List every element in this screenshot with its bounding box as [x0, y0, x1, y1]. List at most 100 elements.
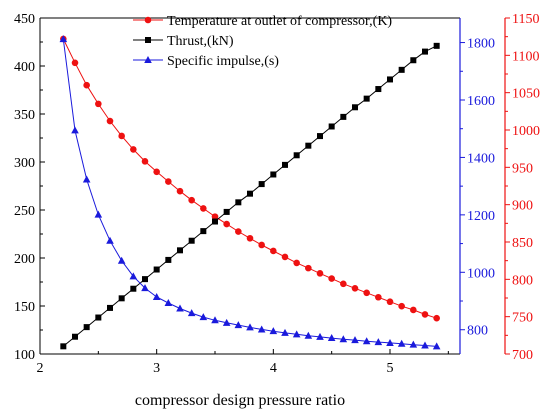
data-point — [153, 266, 160, 273]
data-point — [375, 293, 382, 301]
left-y-tick-label: 150 — [14, 300, 35, 315]
data-point — [398, 302, 405, 310]
legend-swatch-marker — [145, 37, 151, 43]
data-point — [247, 190, 253, 197]
data-point — [152, 292, 161, 300]
left-y-tick-label: 450 — [14, 12, 35, 27]
legend-item: Thrust,(kN) — [133, 34, 234, 49]
data-point — [164, 299, 173, 307]
data-point — [270, 247, 277, 255]
data-point — [187, 309, 196, 317]
left-y-tick-label: 100 — [14, 348, 35, 363]
data-point — [212, 218, 218, 225]
blue-y-tick-label: 1800 — [467, 37, 495, 52]
legend-swatch-marker — [144, 16, 152, 24]
data-point — [258, 241, 265, 249]
data-point — [129, 272, 138, 280]
data-point — [223, 208, 230, 215]
data-point — [316, 270, 324, 277]
red-y-tick-label: 850 — [512, 236, 533, 251]
data-point — [305, 264, 312, 272]
data-point — [72, 333, 78, 340]
data-point — [270, 171, 277, 178]
blue-y-tick-label: 1200 — [467, 209, 495, 224]
data-point — [235, 228, 242, 235]
data-point — [421, 341, 429, 349]
series-layer — [59, 35, 441, 350]
data-point — [165, 178, 172, 185]
data-point — [433, 314, 440, 322]
legend: Temperature at outlet of compressor,(K) T… — [133, 14, 392, 69]
legend-label: Specific impulse,(s) — [167, 54, 279, 69]
data-point — [130, 285, 137, 292]
red-y-tick-label: 900 — [512, 199, 533, 214]
data-point — [410, 306, 417, 314]
data-point — [83, 324, 90, 331]
red-y-tick-label: 950 — [512, 161, 533, 176]
data-point — [340, 113, 347, 120]
data-point — [59, 35, 68, 43]
data-point — [95, 100, 102, 108]
data-point — [269, 327, 278, 335]
data-point — [293, 152, 300, 159]
legend-label: Temperature at outlet of compressor,(K) — [167, 14, 392, 29]
data-point — [188, 196, 195, 204]
data-point — [351, 336, 359, 344]
data-point — [363, 289, 370, 297]
data-point — [432, 342, 441, 350]
data-point — [340, 280, 347, 288]
data-point — [235, 199, 242, 206]
series-3 — [59, 35, 441, 350]
legend-label: Thrust,(kN) — [167, 34, 234, 49]
data-point — [375, 86, 382, 93]
data-point — [71, 59, 79, 67]
data-point — [71, 126, 79, 134]
data-point — [282, 161, 288, 168]
blue-y-tick-label: 1600 — [467, 94, 495, 109]
data-point — [106, 117, 114, 125]
data-point — [188, 237, 195, 244]
data-point — [200, 228, 207, 235]
data-point — [60, 343, 67, 350]
red-y-tick-label: 1150 — [512, 12, 539, 27]
data-point — [200, 205, 207, 212]
data-point — [305, 142, 312, 149]
data-point — [281, 253, 289, 261]
x-axis-label: compressor design pressure ratio — [135, 392, 345, 409]
blue-y-tick-label: 1000 — [467, 266, 495, 281]
data-point — [118, 132, 125, 140]
data-point — [328, 275, 335, 282]
x-tick-label: 3 — [153, 361, 160, 376]
data-point — [107, 304, 113, 311]
data-point — [142, 276, 148, 283]
data-point — [387, 76, 393, 83]
data-point — [339, 335, 348, 343]
data-point — [176, 304, 184, 312]
x-tick-label: 2 — [37, 361, 44, 376]
data-point — [351, 284, 359, 292]
data-point — [165, 256, 172, 263]
data-point — [95, 314, 102, 321]
data-point — [362, 337, 371, 345]
left-y-tick-label: 300 — [14, 156, 35, 171]
data-point — [410, 57, 417, 64]
data-point — [397, 339, 406, 347]
red-y-tick-label: 800 — [512, 273, 533, 288]
data-point — [363, 95, 370, 102]
data-point — [398, 66, 405, 73]
legend-swatch-marker — [144, 56, 152, 63]
data-point — [141, 158, 149, 165]
red-y-tick-label: 1050 — [512, 87, 540, 102]
red-y-tick-label: 750 — [512, 311, 533, 326]
left-y-tick-label: 350 — [14, 108, 35, 123]
data-point — [386, 338, 394, 346]
data-point — [118, 295, 125, 302]
data-point — [211, 316, 219, 324]
data-point — [422, 48, 428, 55]
data-point — [234, 321, 243, 329]
left-y-tick-label: 250 — [14, 204, 35, 219]
data-point — [409, 340, 418, 348]
data-point — [317, 133, 323, 140]
data-point — [433, 42, 440, 49]
